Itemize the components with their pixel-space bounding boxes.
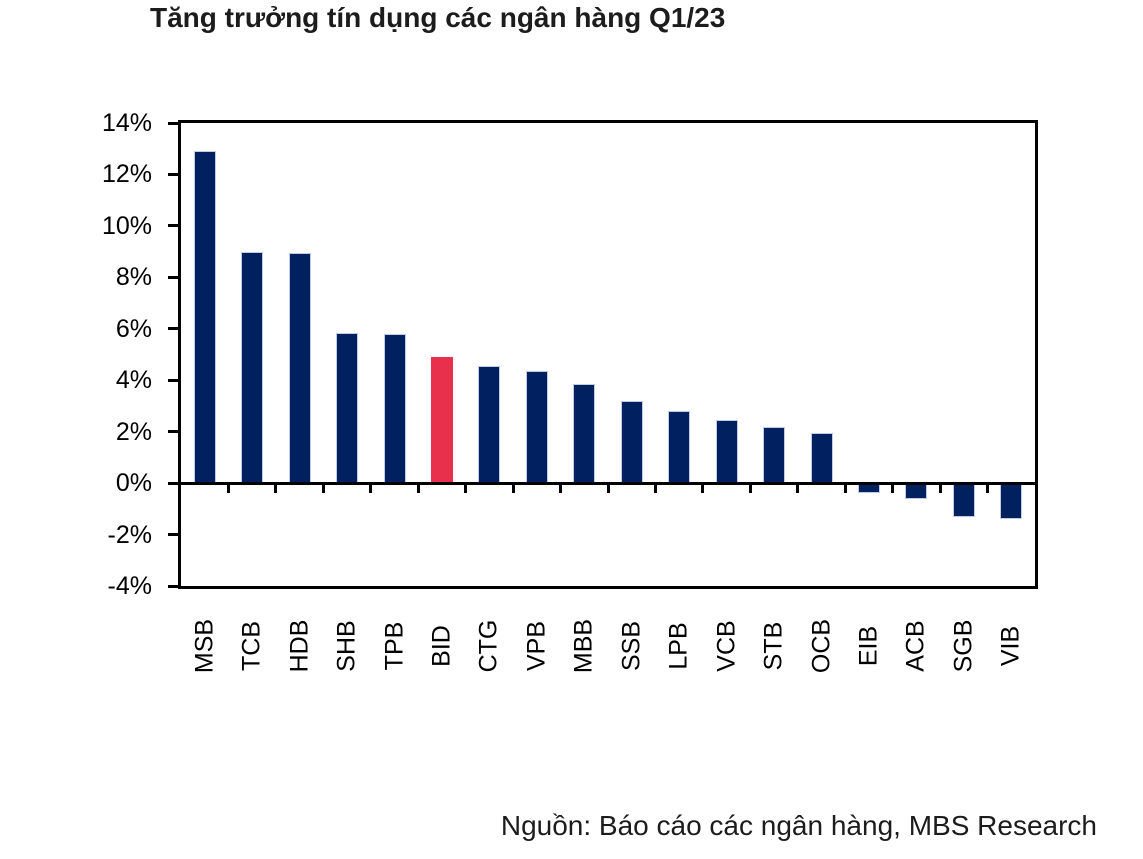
x-axis-tick [701,484,705,494]
x-axis-tick [369,484,373,494]
x-axis-tick [986,484,990,494]
y-axis-tick-label: 14% [101,109,152,137]
source-text: Nguồn: Báo cáo các ngân hàng, MBS Resear… [500,810,1097,841]
x-axis-tick [274,484,278,494]
x-axis-label-tcb: TCB [237,621,266,671]
bar-ctg [478,366,501,484]
bar-tcb [241,251,264,484]
x-axis-tick [416,484,420,494]
x-axis-tick [843,484,847,494]
x-axis-label-ocb: OCB [807,618,835,674]
bar-stb [763,426,786,484]
y-axis-tick-label: 4% [115,366,152,395]
y-axis-tick [168,481,178,485]
x-axis-label-tpb: TPB [380,621,408,671]
bar-vcb [715,420,738,484]
x-axis-tick [748,484,752,494]
y-axis-tick-label: 2% [115,417,152,446]
y-axis-tick-label: 10% [101,211,152,240]
y-axis-tick [168,224,178,228]
y-axis-tick [168,584,178,588]
x-axis-label-sgb: SGB [949,619,978,673]
x-axis-tick [226,484,230,494]
x-axis-label-lpb: LPB [664,622,693,670]
y-axis-tick [168,430,178,434]
x-axis-label-vib: VIB [996,625,1025,667]
y-axis-tick-label: 0% [115,469,152,498]
x-axis-tick [464,484,468,494]
chart-plot-area [168,120,1038,589]
y-axis-tick [168,172,178,176]
y-axis-tick [168,121,178,125]
bar-sgb [952,483,975,517]
x-axis-label-ctg: CTG [474,619,503,673]
x-axis-label-ssb: SSB [617,620,646,672]
y-axis-tick [168,378,178,382]
x-axis-tick [653,484,657,494]
x-axis-label-hdb: HDB [285,619,314,673]
x-axis-label-eib: EIB [854,625,883,667]
x-axis-label-msb: MSB [190,618,219,674]
x-axis-tick [796,484,800,494]
x-axis-label-stb: STB [759,621,788,671]
zero-axis-line [181,481,1035,485]
x-axis-tick [511,484,515,494]
bar-msb [193,151,216,484]
bar-lpb [668,411,691,484]
y-axis-tick [168,327,178,331]
x-axis-label-bid: BID [427,625,456,667]
y-axis-tick [168,533,178,537]
y-axis-tick-label: 12% [101,160,152,189]
x-axis-label-mbb: MBB [569,618,598,674]
bar-vpb [525,371,548,484]
x-axis-label-vcb: VCB [712,620,741,672]
bar-eib [857,483,880,494]
x-axis-tick [891,484,895,494]
x-axis-tick [559,484,563,494]
x-axis-label-vpb: VPB [522,620,551,672]
x-axis-tick [606,484,610,494]
page-title: Tăng trưởng tín dụng các ngân hàng Q1/23 [150,2,726,33]
x-axis-tick [938,484,942,494]
bar-bid [430,357,453,484]
bar-ssb [620,400,643,484]
bar-shb [336,332,359,484]
y-axis-tick-label: -2% [107,520,152,549]
y-axis-tick-label: 8% [115,263,152,292]
bar-acb [905,483,928,499]
y-axis-tick-label: 6% [115,314,152,343]
y-axis-tick-label: -4% [107,572,152,600]
y-axis-tick [168,275,178,279]
x-axis-label-shb: SHB [332,620,361,672]
bar-tpb [383,333,406,484]
bar-hdb [288,252,311,484]
bar-ocb [810,432,833,484]
x-axis-tick [321,484,325,494]
bar-mbb [573,384,596,484]
x-axis-label-acb: ACB [901,620,930,672]
bar-vib [1000,483,1023,520]
